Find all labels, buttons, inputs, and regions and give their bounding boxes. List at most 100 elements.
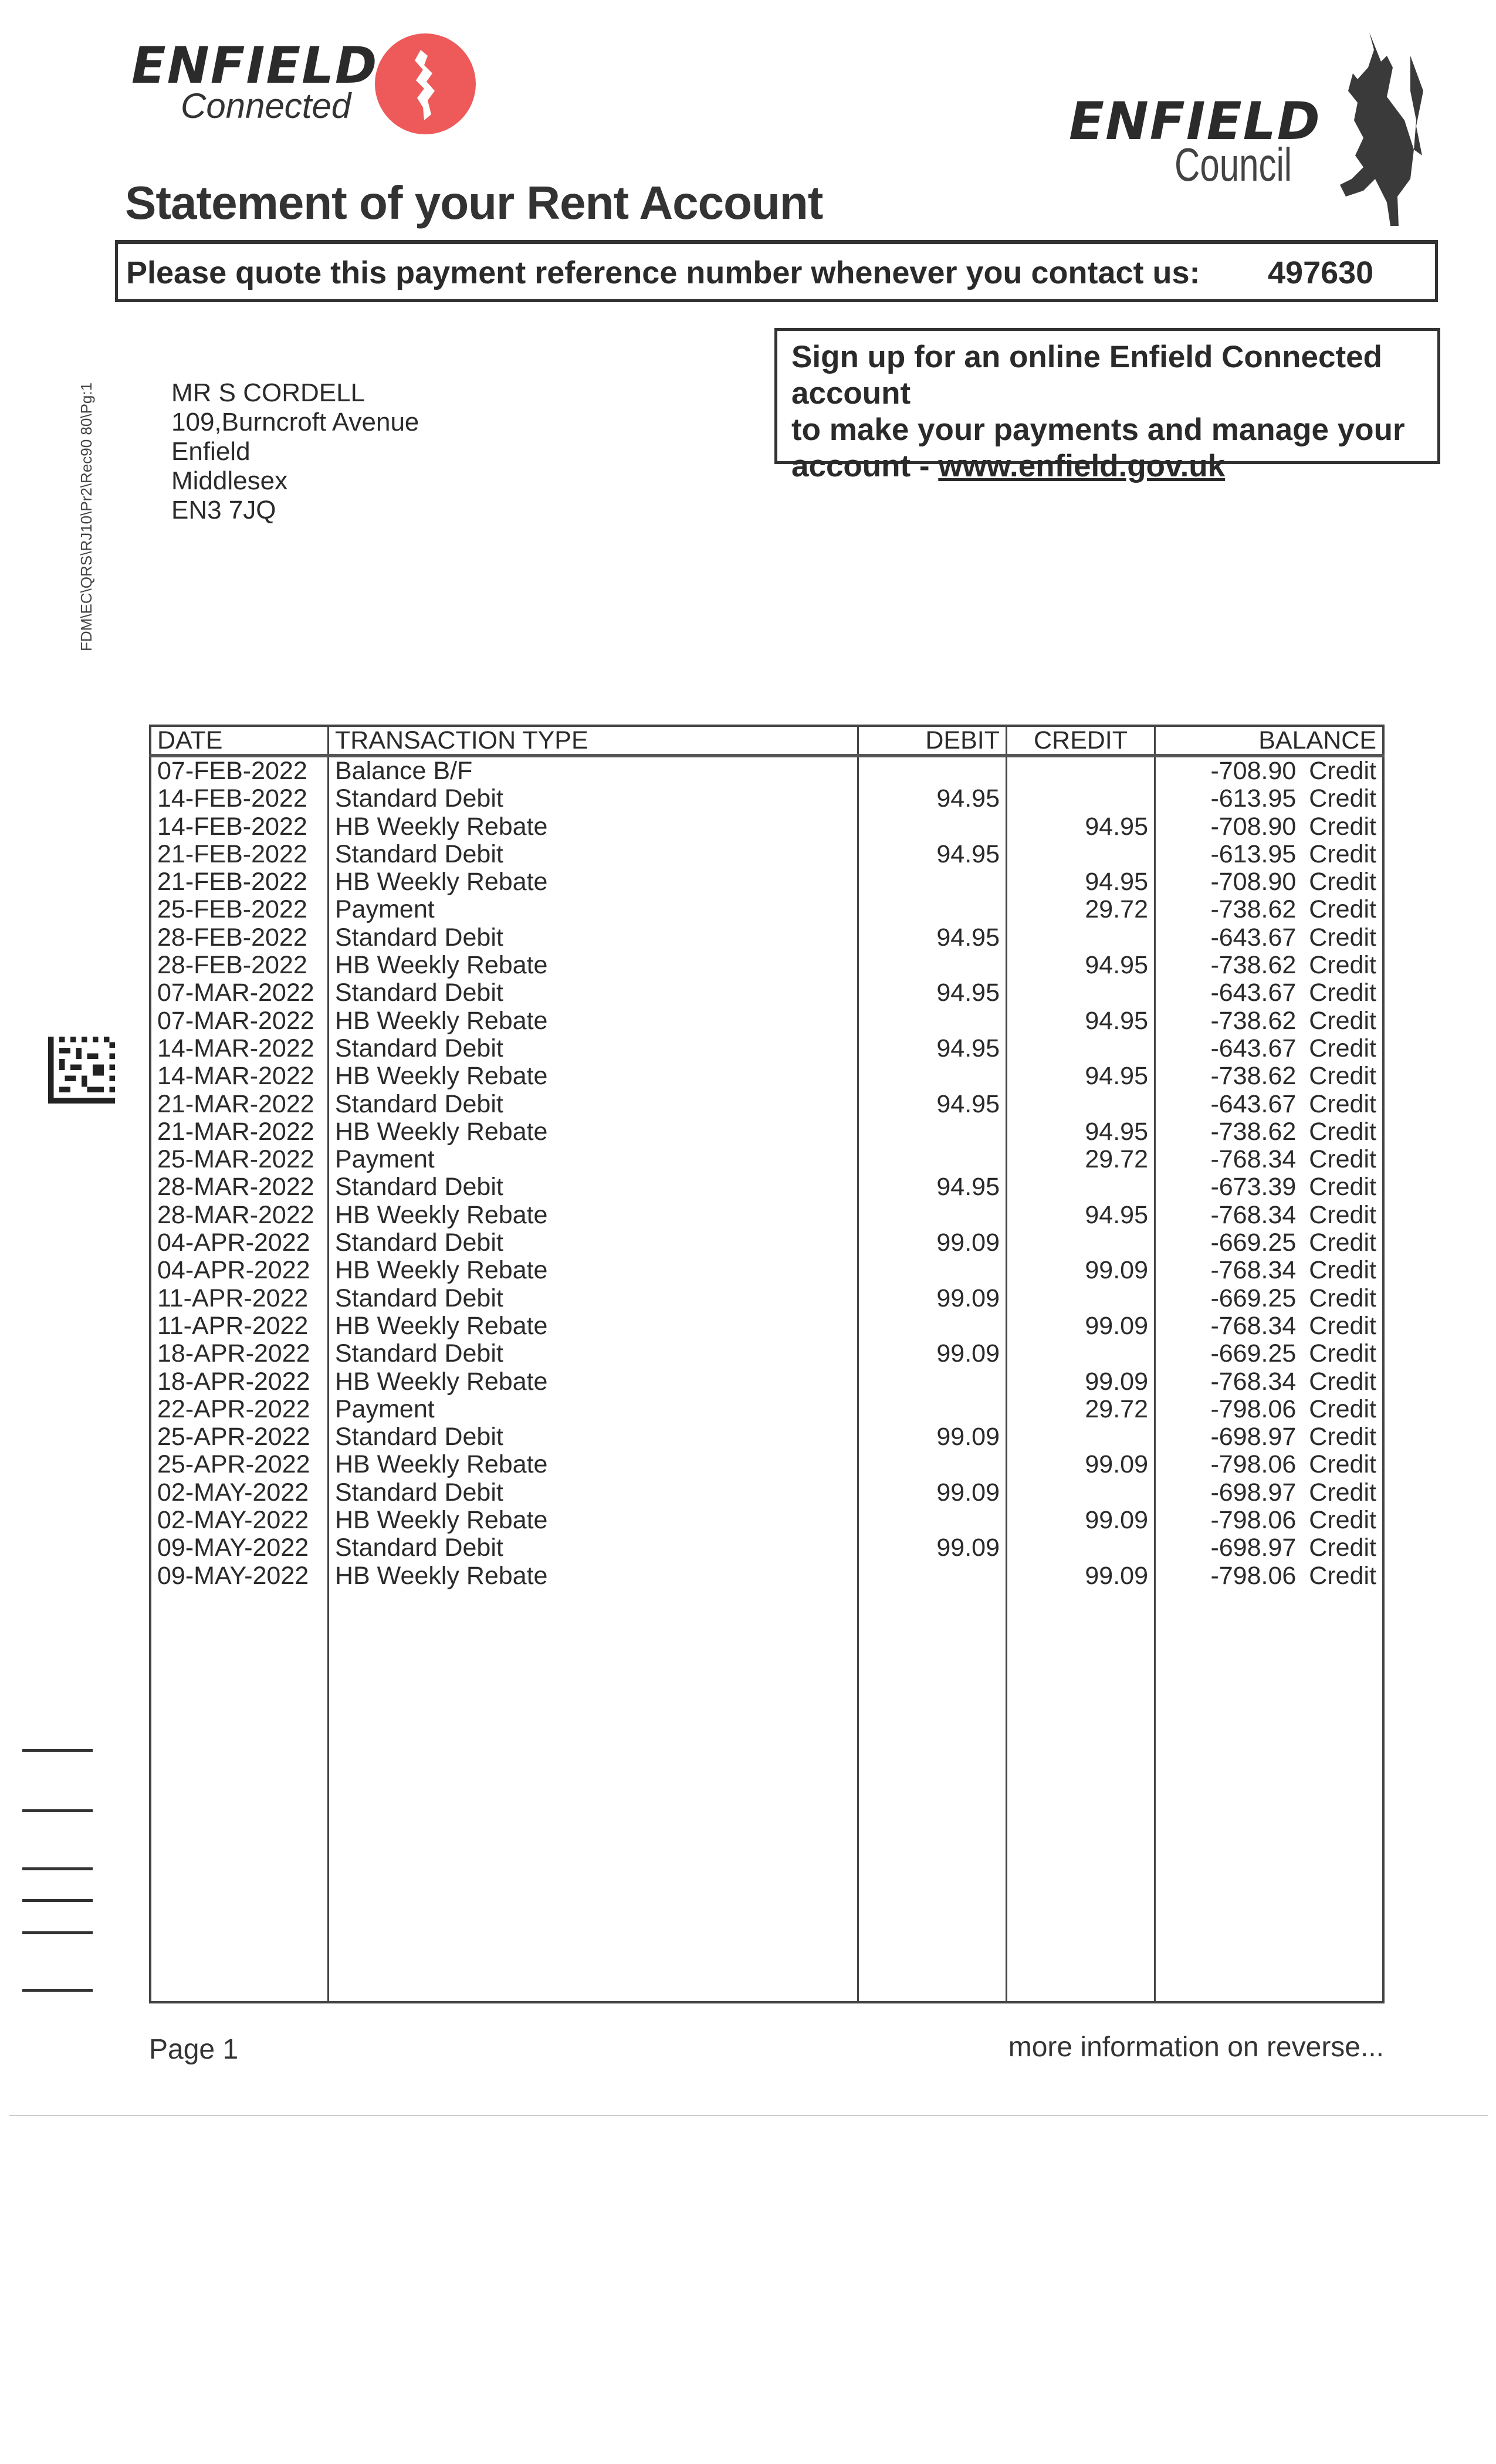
cell-debit xyxy=(857,1368,1007,1396)
balance-amount: -798.06 xyxy=(1210,1506,1297,1535)
table-row: 07-FEB-2022 Balance B/F -708.90 Credit xyxy=(149,756,1385,786)
cell-date: 25-MAR-2022 xyxy=(149,1146,329,1174)
balance-amount: -768.34 xyxy=(1210,1200,1297,1229)
cell-debit: 99.09 xyxy=(857,1478,1007,1507)
balance-status: Credit xyxy=(1309,951,1376,980)
table-row: 09-MAY-2022 HB Weekly Rebate 99.09 -798.06 C… xyxy=(149,1562,1385,1590)
balance-status: Credit xyxy=(1309,1284,1376,1312)
header-type: TRANSACTION TYPE xyxy=(327,726,859,757)
empty-cell xyxy=(1154,1589,1385,2002)
balance-status: Credit xyxy=(1309,757,1376,785)
balance-status: Credit xyxy=(1309,1006,1376,1035)
cell-type: Payment xyxy=(327,1146,859,1174)
cell-credit xyxy=(1006,923,1156,952)
cell-date: 21-MAR-2022 xyxy=(149,1090,329,1118)
cell-credit xyxy=(1006,1229,1156,1257)
cell-debit: 99.09 xyxy=(857,1228,1007,1257)
cell-date: 21-FEB-2022 xyxy=(149,868,329,896)
table-row: 04-APR-2022 HB Weekly Rebate 99.09 -768.34 C… xyxy=(149,1256,1385,1285)
header-credit: CREDIT xyxy=(1006,726,1156,757)
balance-amount: -768.34 xyxy=(1210,1256,1297,1285)
reference-number: 497630 xyxy=(1268,255,1374,290)
cell-type: HB Weekly Rebate xyxy=(327,951,859,980)
table-row: 28-FEB-2022 HB Weekly Rebate 94.95 -738.62 C… xyxy=(149,951,1385,980)
balance-status: Credit xyxy=(1309,1423,1376,1451)
table-row: 04-APR-2022 Standard Debit 99.09 -669.25 Cre… xyxy=(149,1228,1385,1257)
cell-date: 25-APR-2022 xyxy=(149,1451,329,1479)
table-row: 21-FEB-2022 Standard Debit 94.95 -613.95 Cre… xyxy=(149,840,1385,869)
balance-status: Credit xyxy=(1309,1173,1376,1201)
table-row: 14-FEB-2022 HB Weekly Rebate 94.95 -708.90 C… xyxy=(149,813,1385,841)
cell-debit xyxy=(857,1007,1007,1035)
cell-debit: 94.95 xyxy=(857,1090,1007,1118)
margin-mark xyxy=(22,1867,93,1870)
empty-cell xyxy=(149,1589,329,2002)
cell-date: 22-APR-2022 xyxy=(149,1395,329,1424)
cell-credit xyxy=(1006,1090,1156,1118)
cell-type: HB Weekly Rebate xyxy=(327,1118,859,1146)
transactions-table: DATE TRANSACTION TYPE DEBIT CREDIT BALAN… xyxy=(149,725,1385,2003)
table-row: 21-MAR-2022 Standard Debit 94.95 -643.67 Cre… xyxy=(149,1090,1385,1118)
header-balance: BALANCE xyxy=(1154,726,1385,757)
table-row: 02-MAY-2022 Standard Debit 99.09 -698.97 Cre… xyxy=(149,1478,1385,1507)
enfield-website-link[interactable]: www.enfield.gov.uk xyxy=(938,449,1226,483)
balance-amount: -738.62 xyxy=(1210,1117,1297,1146)
table-row: 11-APR-2022 Standard Debit 99.09 -669.25 Cre… xyxy=(149,1284,1385,1312)
balance-amount: -708.90 xyxy=(1210,868,1297,896)
enfield-council-logo: ENFIELD Council xyxy=(1069,32,1444,232)
cell-credit: 94.95 xyxy=(1006,813,1156,841)
datamatrix-code-icon xyxy=(48,1037,115,1104)
cell-balance: -669.25 Credit xyxy=(1154,1339,1385,1368)
reference-box: Please quote this payment reference numb… xyxy=(115,240,1438,302)
header-debit: DEBIT xyxy=(857,726,1007,757)
balance-amount: -738.62 xyxy=(1210,951,1297,980)
cell-type: Standard Debit xyxy=(327,1090,859,1118)
cell-credit: 94.95 xyxy=(1006,1062,1156,1091)
table-row: 02-MAY-2022 HB Weekly Rebate 99.09 -798.06 C… xyxy=(149,1506,1385,1535)
empty-cell xyxy=(1006,1589,1156,2002)
cell-balance: -698.97 Credit xyxy=(1154,1423,1385,1451)
cell-type: HB Weekly Rebate xyxy=(327,1062,859,1091)
cell-balance: -613.95 Credit xyxy=(1154,785,1385,813)
cell-date: 25-APR-2022 xyxy=(149,1423,329,1451)
cell-date: 14-FEB-2022 xyxy=(149,813,329,841)
cell-date: 02-MAY-2022 xyxy=(149,1506,329,1535)
cell-debit xyxy=(857,868,1007,896)
dragon-circle-icon xyxy=(375,33,476,134)
cell-debit xyxy=(857,756,1007,786)
cell-balance: -643.67 Credit xyxy=(1154,1090,1385,1118)
cell-debit xyxy=(857,1062,1007,1091)
page-edge-line xyxy=(9,2115,1488,2116)
cell-debit xyxy=(857,1312,1007,1341)
balance-status: Credit xyxy=(1309,1228,1376,1257)
cell-type: HB Weekly Rebate xyxy=(327,1451,859,1479)
cell-type: Standard Debit xyxy=(327,1228,859,1257)
cell-credit xyxy=(1006,785,1156,813)
more-info-note: more information on reverse... xyxy=(1008,2032,1384,2063)
balance-amount: -738.62 xyxy=(1210,1062,1297,1091)
logo-council-text: Council xyxy=(1175,138,1292,191)
cell-balance: -643.67 Credit xyxy=(1154,923,1385,952)
balance-status: Credit xyxy=(1309,1534,1376,1562)
table-row: 14-MAR-2022 Standard Debit 94.95 -643.67 Cre… xyxy=(149,1034,1385,1063)
balance-status: Credit xyxy=(1309,1311,1376,1340)
cell-debit xyxy=(857,1507,1007,1535)
balance-status: Credit xyxy=(1309,868,1376,896)
cell-credit xyxy=(1006,840,1156,869)
cell-balance: -708.90 Credit xyxy=(1154,868,1385,896)
cell-credit xyxy=(1006,1478,1156,1507)
cell-date: 07-MAR-2022 xyxy=(149,979,329,1007)
balance-amount: -669.25 xyxy=(1210,1339,1297,1368)
cell-date: 04-APR-2022 xyxy=(149,1228,329,1257)
cell-date: 04-APR-2022 xyxy=(149,1257,329,1285)
cell-balance: -738.62 Credit xyxy=(1154,1117,1385,1146)
cell-type: HB Weekly Rebate xyxy=(327,1562,859,1590)
cell-date: 25-FEB-2022 xyxy=(149,896,329,924)
balance-amount: -768.34 xyxy=(1210,1145,1297,1174)
balance-amount: -738.62 xyxy=(1210,895,1297,924)
cell-type: Standard Debit xyxy=(327,1478,859,1507)
cell-balance: -768.34 Credit xyxy=(1154,1200,1385,1230)
cell-credit xyxy=(1006,1423,1156,1451)
table-empty-space xyxy=(149,1589,1385,2002)
balance-status: Credit xyxy=(1309,1450,1376,1479)
